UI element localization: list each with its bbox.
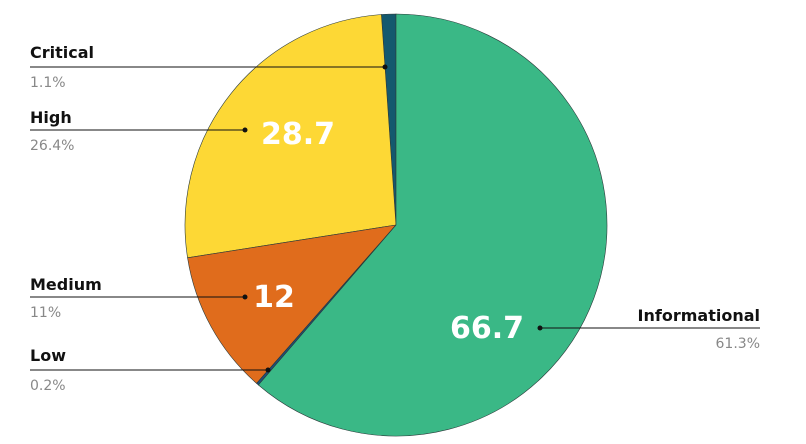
legend-label: Low (30, 346, 66, 365)
leader-dot (382, 64, 388, 70)
percent-label: 26.4% (30, 138, 74, 154)
leader-dot (242, 294, 248, 300)
percent-label: 1.1% (30, 75, 66, 91)
legend-label: High (30, 108, 72, 127)
leader-dot (537, 325, 543, 331)
value-label: 66.7 (450, 311, 524, 346)
pie-slice (187, 224, 397, 384)
percent-label: 61.3% (716, 336, 760, 352)
percent-label: 0.2% (30, 378, 66, 394)
legend-label: Critical (30, 43, 94, 62)
pie-slice (257, 13, 608, 437)
value-label: 12 (253, 280, 295, 315)
leader-dot (242, 127, 248, 133)
legend-label: Medium (30, 275, 102, 294)
leader-dot (265, 367, 271, 373)
percent-label: 11% (30, 305, 61, 321)
value-label: 28.7 (261, 117, 335, 152)
legend-label: Informational (638, 306, 760, 325)
pie-slice (184, 14, 397, 259)
